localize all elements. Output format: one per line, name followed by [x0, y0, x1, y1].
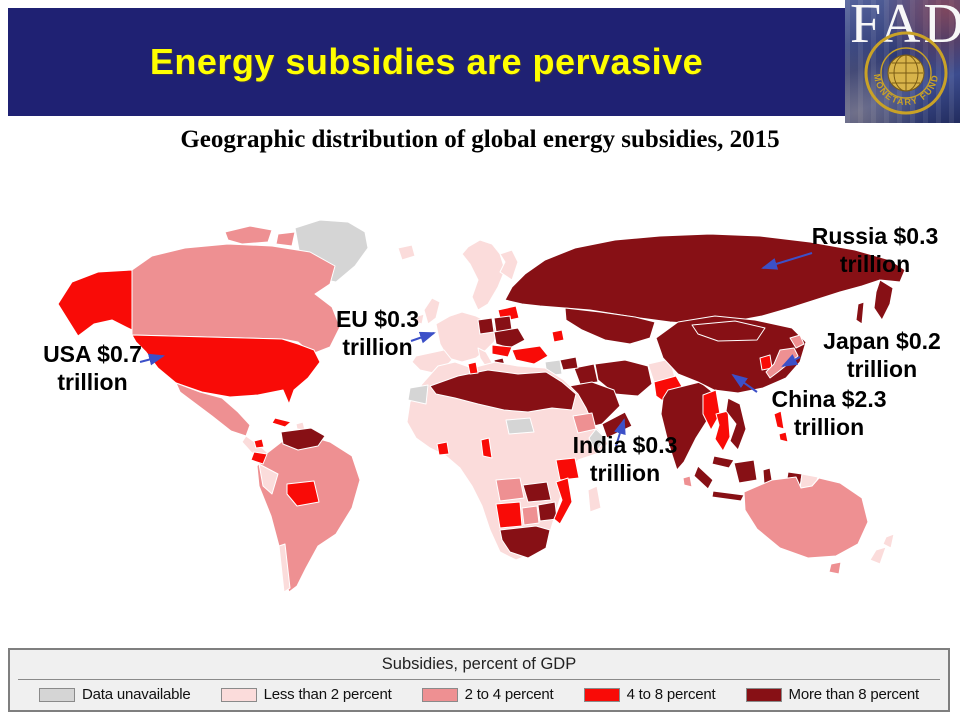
region-mozambique: [553, 477, 573, 525]
region-uk: [423, 297, 441, 325]
arrow-usa: [139, 353, 165, 366]
region-honduras: [253, 438, 265, 449]
annotation-russia: Russia $0.3 trillion: [811, 223, 939, 278]
region-north-africa: [429, 369, 577, 413]
arrow-japan: [781, 354, 801, 367]
region-poland: [477, 317, 495, 335]
legend-item-less-than-2: Less than 2 percent: [220, 686, 392, 703]
region-philippines: [773, 410, 789, 443]
region-kazakhstan: [564, 307, 656, 345]
arrow-india: [614, 418, 626, 447]
legend-swatch-4-to-8: [583, 687, 620, 702]
region-indonesia: [693, 459, 774, 502]
region-vietnam: [725, 397, 747, 451]
annotation-eu: EU $0.3 trillion: [335, 306, 420, 361]
region-botswana: [521, 505, 540, 526]
annotation-usa: USA $0.7 trillion: [43, 341, 142, 396]
region-south-america: [256, 434, 361, 593]
region-venezuela: [280, 427, 326, 451]
legend-item-2-to-4: 2 to 4 percent: [421, 686, 554, 703]
legend-swatch-unavailable: [39, 687, 76, 702]
region-sri-lanka: [682, 475, 693, 488]
world-map: [0, 192, 960, 642]
region-new-zealand: [869, 533, 895, 565]
region-thailand: [714, 410, 731, 452]
region-tanzania: [555, 457, 580, 481]
region-cuba: [271, 417, 292, 428]
imf-seal-icon: MONETARY FUND: [864, 31, 948, 115]
slide-title: Energy subsidies are pervasive: [149, 41, 704, 82]
region-turkey: [511, 345, 549, 365]
region-australia: [743, 476, 869, 559]
region-ecuador: [250, 451, 268, 465]
region-caucasus: [551, 329, 565, 343]
legend-label-4-to-8: 4 to 8 percent: [626, 686, 716, 703]
legend-label-less-than-2: Less than 2 percent: [263, 686, 392, 703]
region-ivory-coast: [436, 441, 450, 456]
region-romania: [491, 344, 513, 358]
region-canada: [131, 243, 341, 355]
legend-swatch-more-than-8: [745, 687, 782, 702]
region-iceland: [397, 244, 416, 261]
region-angola: [495, 477, 525, 502]
annotation-china: China $2.3 trillion: [771, 386, 887, 441]
region-ireland: [414, 313, 425, 325]
legend-label-more-than-8: More than 8 percent: [788, 686, 920, 703]
region-chile: [278, 543, 291, 593]
region-mongolia: [691, 320, 766, 342]
annotation-arrows: [139, 252, 813, 447]
region-myanmar: [702, 389, 721, 431]
region-tunisia: [467, 361, 479, 375]
map-title: Geographic distribution of global energy…: [180, 126, 780, 153]
region-zambia: [522, 481, 552, 503]
region-canada-islands: [224, 225, 296, 247]
region-iran: [594, 359, 653, 397]
legend-item-4-to-8: 4 to 8 percent: [583, 686, 716, 703]
legend-swatch-2-to-4: [421, 687, 458, 702]
region-namibia: [495, 501, 523, 529]
arrow-russia: [761, 252, 813, 270]
region-russia: [504, 233, 906, 325]
legend-label-2-to-4: 2 to 4 percent: [464, 686, 554, 703]
region-south-africa: [499, 525, 551, 559]
fad-logo-text: FAD: [850, 0, 960, 55]
legend-item-unavailable: Data unavailable: [39, 686, 191, 703]
legend-divider: [18, 679, 940, 680]
fad-logo: FAD MONETARY FUND: [845, 0, 960, 123]
arrow-eu: [410, 331, 436, 344]
legend-label-unavailable: Data unavailable: [82, 686, 191, 703]
region-syria: [559, 356, 579, 371]
region-somalia: [588, 428, 607, 453]
region-iraq: [573, 363, 599, 385]
region-finland: [499, 249, 519, 281]
region-tasmania: [828, 561, 842, 575]
legend-title: Subsidies, percent of GDP: [381, 655, 577, 673]
region-south-sudan: [505, 417, 535, 435]
legend-item-more-than-8: More than 8 percent: [745, 686, 920, 703]
annotation-india: India $0.3 trillion: [572, 432, 678, 487]
header-band: Energy subsidies are pervasive: [8, 8, 845, 116]
region-malaysia: [711, 455, 735, 469]
region-madagascar: [587, 485, 602, 513]
arrow-china: [731, 373, 758, 393]
map-legend: Subsidies, percent of GDP Data unavailab…: [8, 648, 950, 712]
region-india: [660, 381, 716, 471]
legend-swatch-less-than-2: [220, 687, 257, 702]
legend-items: Data unavailable Less than 2 percent 2 t…: [10, 680, 948, 703]
region-ukraine: [493, 327, 526, 349]
region-peru: [258, 463, 279, 495]
region-congo: [480, 437, 493, 459]
region-bolivia: [286, 480, 320, 507]
region-alaska: [57, 269, 133, 337]
world-map-svg: [57, 219, 906, 593]
annotation-japan: Japan $0.2 trillion: [823, 328, 941, 383]
region-scandinavia: [461, 239, 506, 311]
region-western-sahara: [407, 384, 429, 405]
